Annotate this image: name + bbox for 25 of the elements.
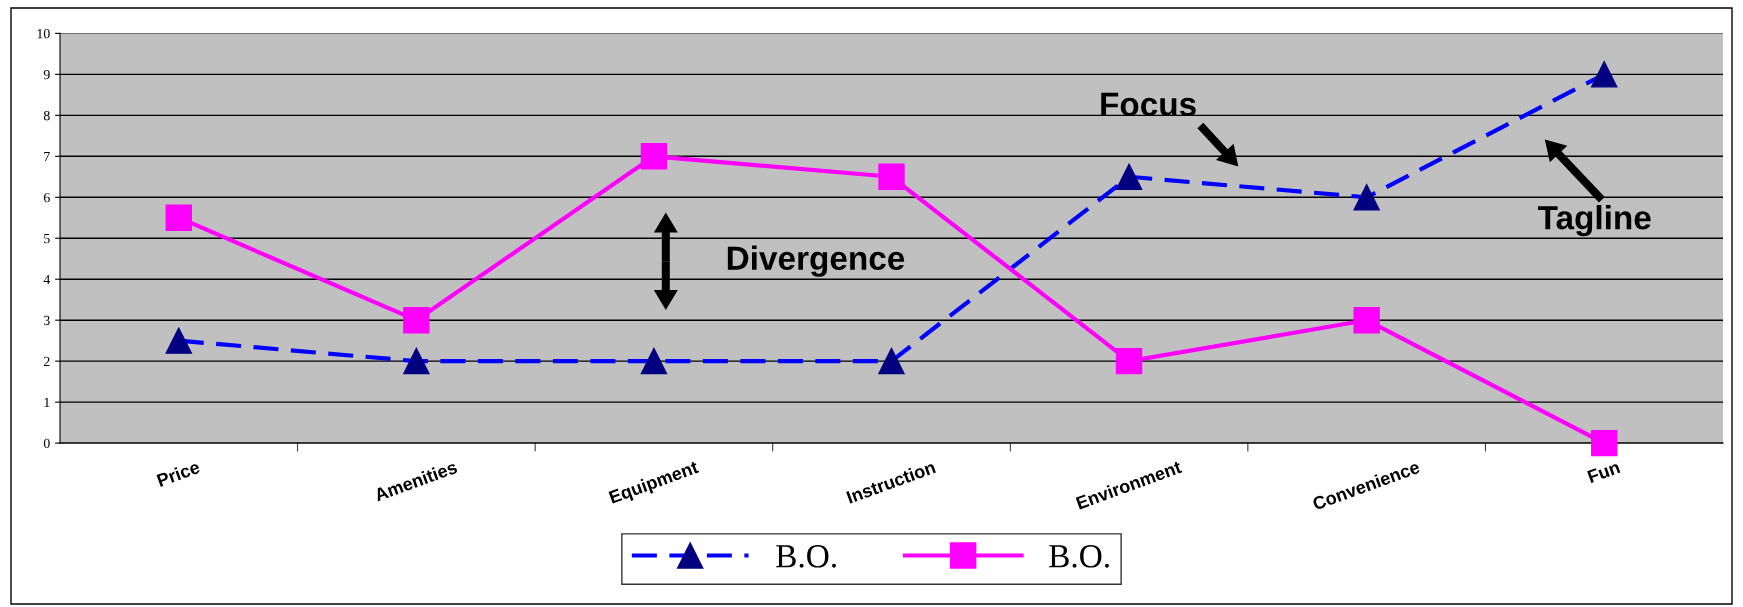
legend-label: B.O. xyxy=(776,545,836,568)
y-tick-label: 3 xyxy=(44,315,50,326)
annotation: Focus xyxy=(1101,92,1196,117)
x-tick-label: Price xyxy=(156,459,201,487)
y-tick-label: 4 xyxy=(43,274,51,285)
point xyxy=(878,163,905,190)
point xyxy=(1353,306,1380,334)
y-tick-label: 2 xyxy=(43,356,50,366)
y-tick-label: 7 xyxy=(44,152,50,162)
point xyxy=(403,306,430,334)
x-tick-label: Fun xyxy=(1587,460,1621,484)
annotation: Tagline xyxy=(1537,205,1651,237)
point xyxy=(1115,347,1143,375)
annotation: Divergence xyxy=(727,245,905,277)
y-tick-label: 0 xyxy=(43,438,50,449)
point xyxy=(165,204,192,231)
point xyxy=(640,143,668,170)
y-tick-label: 6 xyxy=(43,192,50,203)
y-tick-label: 10 xyxy=(37,28,50,39)
point xyxy=(1591,429,1618,457)
y-tick-label: 9 xyxy=(43,69,50,80)
y-tick-label: 5 xyxy=(44,233,50,244)
y-tick-label: 1 xyxy=(44,397,50,407)
legend-label: B.O. xyxy=(1049,545,1109,568)
y-tick-label: 8 xyxy=(43,110,50,121)
